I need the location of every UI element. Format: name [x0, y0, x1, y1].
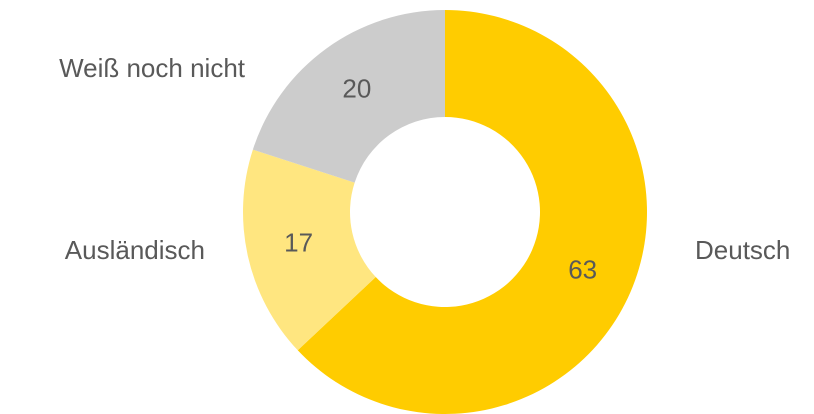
- category-label: Weiß noch nicht: [59, 53, 246, 83]
- value-label: 17: [284, 228, 313, 258]
- value-label: 20: [342, 74, 371, 104]
- donut-segment: [252, 10, 445, 183]
- donut-segment: [243, 149, 376, 351]
- category-label: Ausländisch: [65, 235, 205, 265]
- value-label: 63: [568, 254, 597, 284]
- donut-segment: [297, 10, 648, 414]
- category-label: Deutsch: [695, 235, 790, 265]
